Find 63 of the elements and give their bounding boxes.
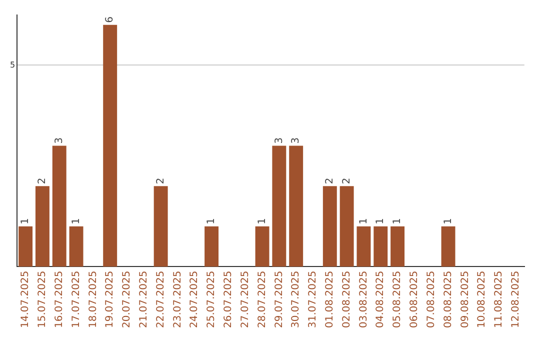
data-label: 1 <box>256 218 268 224</box>
bar <box>356 226 371 267</box>
x-tick-label: 03.08.2025 <box>358 270 370 328</box>
x-tick-label: 25.07.2025 <box>206 270 218 328</box>
x-tick-label: 06.08.2025 <box>409 270 420 328</box>
x-tick-label: 12.08.2025 <box>510 270 522 328</box>
data-label: 2 <box>37 178 48 184</box>
x-tick-label: 07.08.2025 <box>426 270 437 328</box>
bar <box>154 186 168 267</box>
bar <box>255 226 270 267</box>
x-tick-label: 17.07.2025 <box>70 270 82 328</box>
x-tick-label: 30.07.2025 <box>290 270 302 328</box>
data-label: 1 <box>358 218 370 224</box>
bar <box>441 226 456 267</box>
bar <box>103 24 118 267</box>
data-label: 2 <box>341 178 352 184</box>
x-tick-label: 22.07.2025 <box>155 270 166 328</box>
x-tick-label: 18.07.2025 <box>88 270 99 328</box>
data-label: 3 <box>54 137 65 144</box>
data-label: 2 <box>155 178 166 184</box>
x-tick-label: 24.07.2025 <box>189 270 200 328</box>
x-tick-label: 19.07.2025 <box>104 270 116 328</box>
data-label: 1 <box>206 218 218 224</box>
x-tick-label: 14.07.2025 <box>20 270 32 328</box>
bar <box>272 146 286 267</box>
x-tick-label: 26.07.2025 <box>223 270 234 328</box>
data-label: 1 <box>70 218 82 224</box>
y-tick-label: 5 <box>10 60 16 70</box>
data-label: 1 <box>375 218 386 224</box>
x-tick-label: 21.07.2025 <box>138 270 150 328</box>
bar <box>18 226 33 267</box>
data-label: 1 <box>442 218 454 224</box>
x-tick-label: 23.07.2025 <box>172 270 184 328</box>
data-label: 3 <box>274 137 285 144</box>
x-tick-label: 15.07.2025 <box>37 270 48 328</box>
bar <box>35 186 50 267</box>
data-label: 1 <box>20 218 32 224</box>
x-tick-label: 20.07.2025 <box>122 270 133 328</box>
bar <box>69 226 84 267</box>
bar <box>322 186 337 267</box>
bar <box>289 146 304 267</box>
data-label: 6 <box>104 16 116 23</box>
x-tick-label: 16.07.2025 <box>54 270 65 328</box>
data-label: 2 <box>324 178 336 184</box>
x-tick-label: 27.07.2025 <box>240 270 251 328</box>
data-label: 3 <box>290 137 302 144</box>
x-tick-label: 04.08.2025 <box>375 270 386 328</box>
x-tick-label: 31.07.2025 <box>308 270 319 328</box>
bar <box>340 186 354 267</box>
bar <box>390 226 405 267</box>
x-tick-label: 28.07.2025 <box>256 270 268 328</box>
bar <box>52 146 66 267</box>
x-tick-label: 05.08.2025 <box>392 270 404 328</box>
x-tick-label: 01.08.2025 <box>324 270 336 328</box>
x-tick-label: 29.07.2025 <box>274 270 285 328</box>
bar <box>374 226 388 267</box>
data-label: 1 <box>392 218 404 224</box>
x-tick-label: 08.08.2025 <box>442 270 454 328</box>
x-tick-label: 10.08.2025 <box>476 270 488 328</box>
x-tick-label: 11.08.2025 <box>494 270 505 328</box>
x-tick-label: 09.08.2025 <box>460 270 471 328</box>
bar <box>204 226 219 267</box>
x-tick-label: 02.08.2025 <box>341 270 352 328</box>
